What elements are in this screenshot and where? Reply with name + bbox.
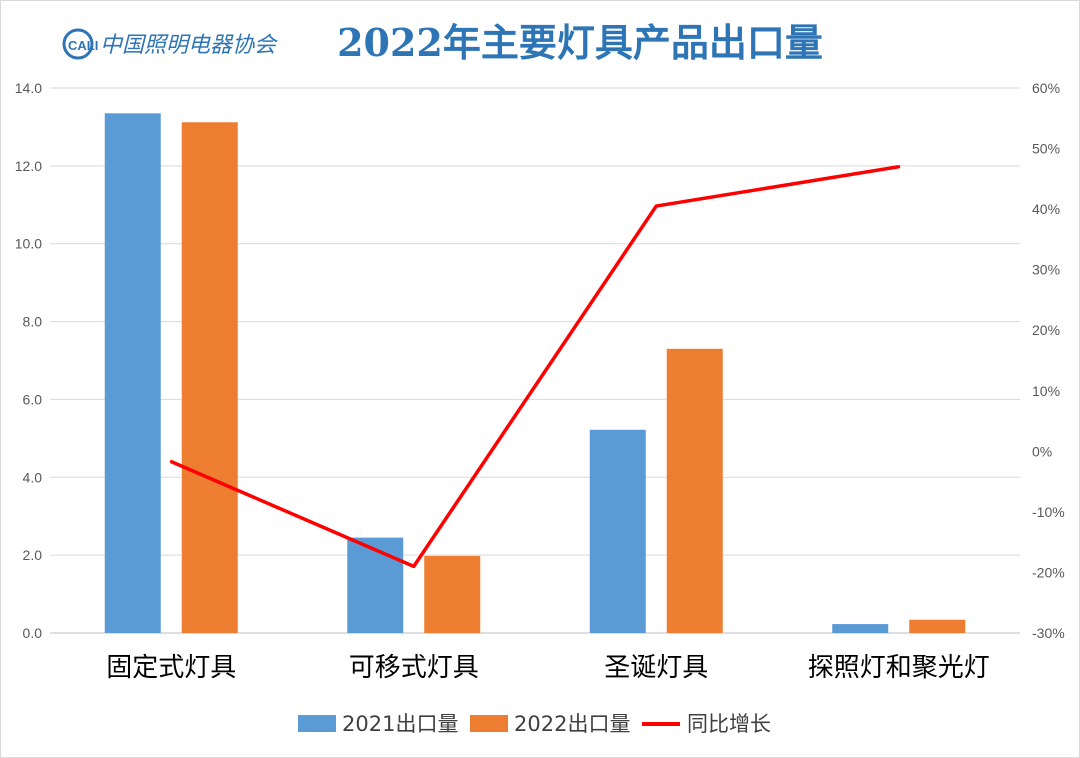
yoy-point: [897, 165, 901, 169]
logo: CALI 中国照明电器协会: [62, 28, 278, 60]
right-tick-label: 40%: [1032, 201, 1060, 217]
right-tick-label: 0%: [1032, 443, 1052, 459]
category-label: 可移式灯具: [349, 653, 479, 683]
yoy-point: [654, 204, 658, 208]
bar-2022: [181, 122, 238, 633]
right-tick-label: -20%: [1032, 564, 1065, 580]
left-tick-label: 12.0: [15, 158, 42, 174]
right-tick-label: 50%: [1032, 141, 1060, 157]
left-tick-label: 6.0: [23, 391, 43, 407]
left-tick-label: 8.0: [23, 314, 43, 330]
left-tick-label: 4.0: [23, 469, 43, 485]
bar-2022: [909, 619, 966, 633]
right-tick-label: 30%: [1032, 262, 1060, 278]
bar-2021: [832, 624, 889, 633]
yoy-point: [169, 460, 173, 464]
logo-circle-icon: [62, 28, 94, 60]
legend-item-yoy: 同比增长: [642, 712, 771, 736]
legend: 2021出口量 2022出口量 同比增长: [298, 712, 771, 736]
legend-label-yoy: 同比增长: [687, 712, 771, 736]
legend-item-2021: 2021出口量: [298, 712, 458, 736]
legend-swatch-2021: [298, 715, 336, 732]
bar-2022: [666, 348, 723, 633]
category-label: 探照灯和聚光灯: [808, 653, 990, 683]
bar-2022: [424, 555, 481, 633]
left-tick-label: 2.0: [23, 547, 43, 563]
right-tick-label: 10%: [1032, 383, 1060, 399]
legend-label-2022: 2022出口量: [514, 712, 630, 736]
bar-2021: [104, 113, 161, 633]
right-tick-label: 60%: [1032, 80, 1060, 96]
left-axis: 0.0 2.0 4.0 6.0 8.0 10.0 12.0 14.0: [15, 80, 42, 641]
right-axis: -30% -20% -10% 0% 10% 20% 30% 40% 50% 60%: [1032, 80, 1065, 641]
legend-label-2021: 2021出口量: [342, 712, 458, 736]
logo-name: 中国照明电器协会: [100, 33, 278, 58]
yoy-growth-line: [170, 164, 900, 569]
legend-swatch-2022: [470, 715, 508, 732]
category-axis: 固定式灯具 可移式灯具 圣诞灯具 探照灯和聚光灯: [106, 653, 990, 683]
category-label: 圣诞灯具: [604, 653, 708, 683]
logo-mark: CALI: [68, 38, 98, 53]
legend-item-2022: 2022出口量: [470, 712, 630, 736]
bar-2021: [589, 429, 646, 633]
right-tick-label: -30%: [1032, 625, 1065, 641]
left-tick-label: 10.0: [15, 236, 42, 252]
bars-layer: [104, 113, 966, 633]
left-tick-label: 14.0: [15, 80, 42, 96]
bar-2021: [347, 537, 404, 633]
left-tick-label: 0.0: [23, 625, 43, 641]
chart-title: 2022年主要灯具产品出口量: [337, 20, 823, 65]
yoy-point: [412, 564, 416, 568]
right-tick-label: -10%: [1032, 504, 1065, 520]
line-layer: [169, 164, 901, 569]
right-tick-label: 20%: [1032, 322, 1060, 338]
category-label: 固定式灯具: [106, 653, 236, 683]
